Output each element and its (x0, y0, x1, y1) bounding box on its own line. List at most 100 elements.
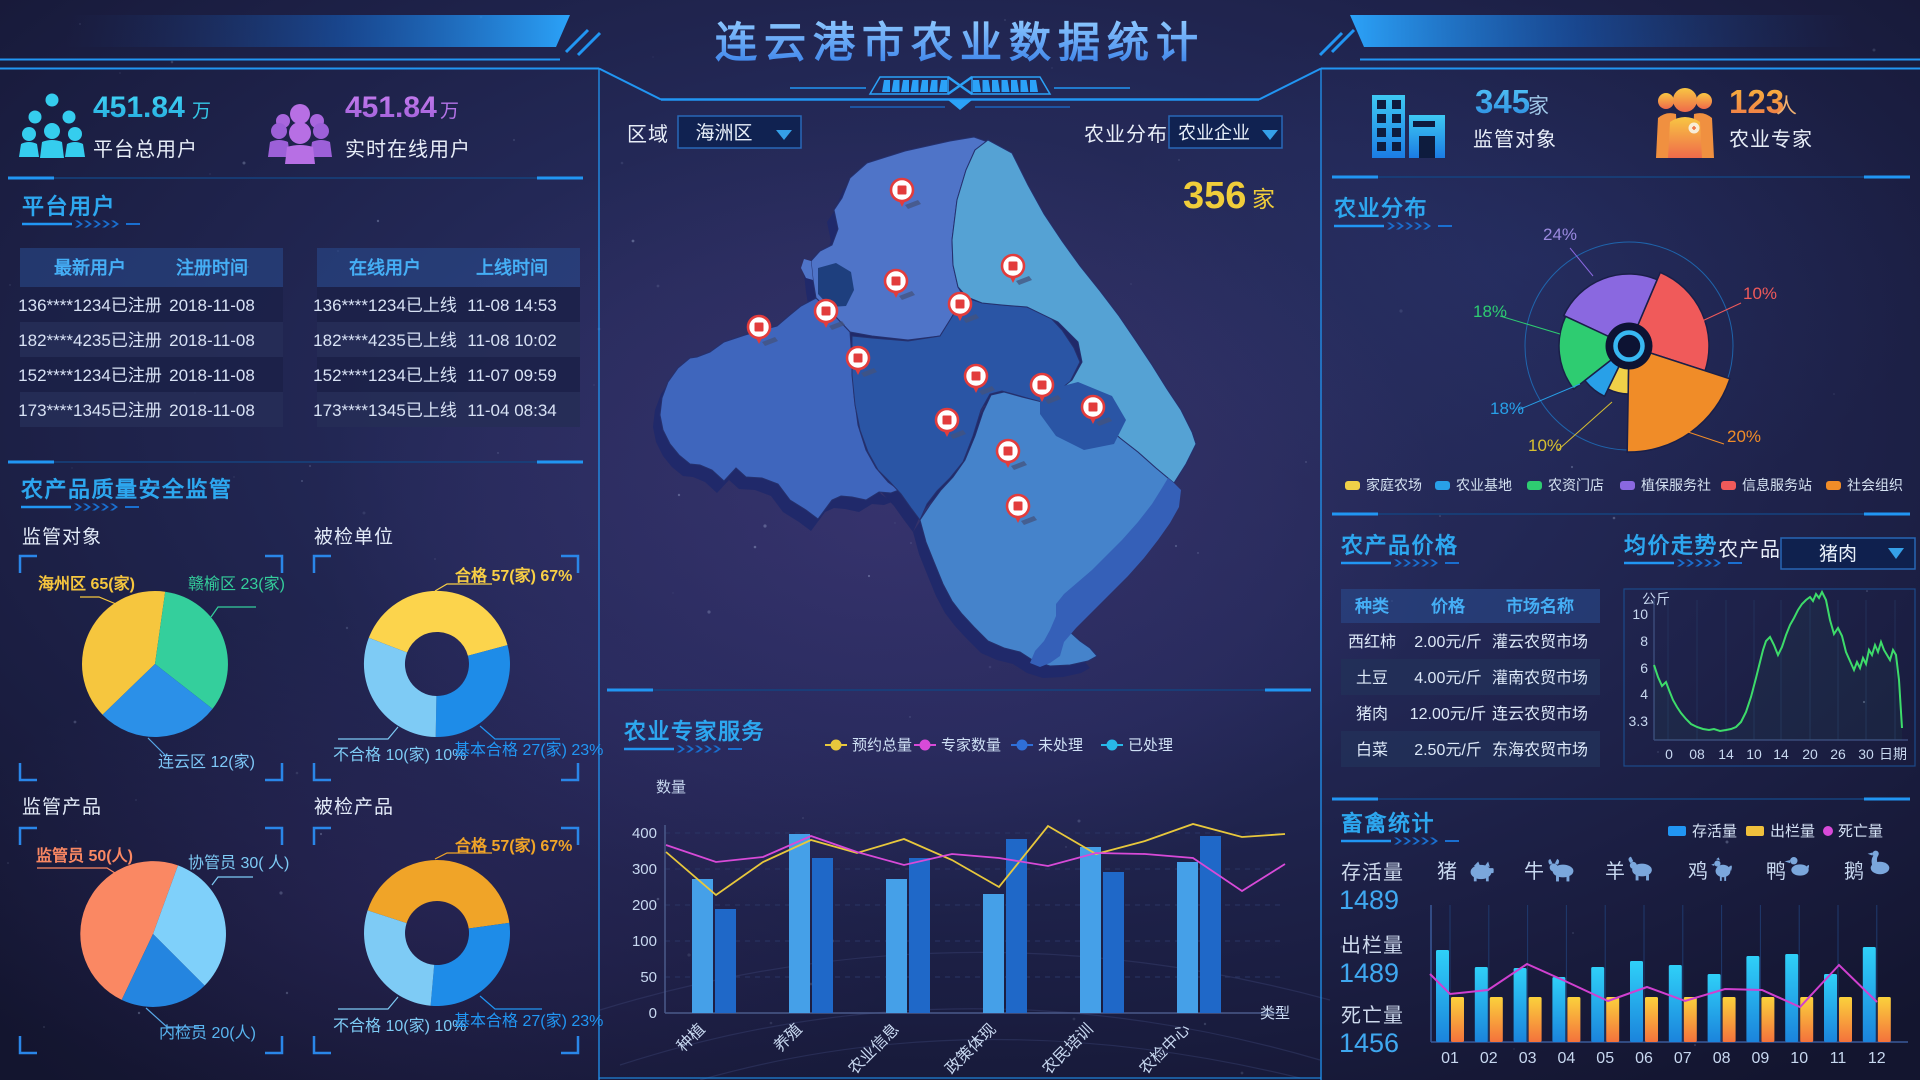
svg-text:鹅: 鹅 (1844, 860, 1864, 883)
svg-text:家庭农场: 家庭农场 (1366, 477, 1422, 493)
svg-text:10: 10 (1632, 606, 1648, 622)
svg-text:136****1234已上线: 136****1234已上线 (313, 296, 457, 315)
svg-text:牛: 牛 (1524, 860, 1544, 883)
svg-text:存活量: 存活量 (1692, 823, 1737, 840)
svg-text:26: 26 (1830, 746, 1846, 762)
svg-text:100: 100 (632, 933, 657, 950)
svg-text:监管员 50(人): 监管员 50(人) (36, 846, 133, 865)
svg-text:未处理: 未处理 (1038, 737, 1083, 754)
svg-text:平台用户: 平台用户 (22, 194, 116, 219)
svg-text:西红柿: 西红柿 (1348, 633, 1396, 651)
svg-text:356: 356 (1183, 175, 1246, 217)
svg-text:01: 01 (1441, 1050, 1459, 1067)
svg-text:451.84: 451.84 (93, 91, 185, 124)
svg-text:不合格 10(家) 10%: 不合格 10(家) 10% (333, 1017, 466, 1035)
svg-text:300: 300 (632, 861, 657, 878)
svg-text:农业专家服务: 农业专家服务 (623, 719, 765, 744)
svg-text:猪肉: 猪肉 (1819, 543, 1857, 565)
svg-text:123: 123 (1729, 83, 1784, 120)
svg-text:协管员 30( 人): 协管员 30( 人) (188, 854, 289, 872)
svg-text:畜禽统计: 畜禽统计 (1341, 811, 1435, 836)
svg-text:10: 10 (1746, 746, 1762, 762)
svg-text:监管对象: 监管对象 (22, 526, 102, 548)
svg-text:14: 14 (1718, 746, 1734, 762)
svg-text:监管对象: 监管对象 (1473, 128, 1557, 151)
svg-text:18%: 18% (1473, 302, 1507, 321)
svg-text:136****1234已注册: 136****1234已注册 (18, 296, 162, 315)
svg-text:12.00元/斤: 12.00元/斤 (1410, 705, 1487, 723)
svg-text:存活量: 存活量 (1341, 861, 1404, 884)
svg-text:家: 家 (1252, 186, 1275, 212)
svg-text:鸭: 鸭 (1766, 860, 1786, 883)
svg-text:8: 8 (1640, 633, 1648, 649)
svg-text:东海农贸市场: 东海农贸市场 (1492, 741, 1588, 759)
svg-text:农产品: 农产品 (1718, 538, 1781, 561)
svg-text:农产品价格: 农产品价格 (1340, 533, 1459, 558)
svg-text:赣榆区 23(家): 赣榆区 23(家) (188, 575, 285, 593)
svg-text:农业企业: 农业企业 (1178, 123, 1250, 143)
svg-text:2.00元/斤: 2.00元/斤 (1414, 633, 1482, 651)
svg-text:注册时间: 注册时间 (176, 257, 248, 278)
svg-text:农业分布: 农业分布 (1084, 123, 1168, 146)
svg-text:200: 200 (632, 897, 657, 914)
svg-text:人: 人 (1776, 95, 1797, 118)
svg-text:平台总用户: 平台总用户 (93, 138, 198, 161)
svg-text:预约总量: 预约总量 (852, 737, 912, 754)
svg-text:6: 6 (1640, 660, 1648, 676)
svg-text:被检产品: 被检产品 (314, 796, 394, 818)
svg-text:11-08 10:02: 11-08 10:02 (467, 331, 556, 350)
svg-text:死亡量: 死亡量 (1341, 1004, 1404, 1027)
svg-text:农业分布: 农业分布 (1333, 196, 1428, 221)
svg-text:被检单位: 被检单位 (314, 526, 394, 548)
svg-text:已处理: 已处理 (1128, 737, 1173, 754)
svg-text:11-04 08:34: 11-04 08:34 (467, 401, 556, 420)
svg-text:信息服务站: 信息服务站 (1742, 477, 1812, 493)
svg-text:182****4235已上线: 182****4235已上线 (313, 331, 457, 350)
svg-text:白菜: 白菜 (1356, 741, 1388, 759)
svg-text:08: 08 (1689, 746, 1705, 762)
svg-text:农业专家: 农业专家 (1729, 128, 1813, 151)
svg-text:海州区 65(家): 海州区 65(家) (38, 574, 135, 593)
svg-text:2018-11-08: 2018-11-08 (169, 331, 255, 350)
svg-text:173****1345已注册: 173****1345已注册 (18, 401, 162, 420)
svg-text:社会组织: 社会组织 (1847, 477, 1903, 493)
svg-text:11-07 09:59: 11-07 09:59 (467, 366, 556, 385)
svg-text:0: 0 (1665, 746, 1673, 762)
svg-text:植保服务社: 植保服务社 (1641, 477, 1711, 493)
svg-text:出栏量: 出栏量 (1770, 823, 1815, 840)
svg-text:18%: 18% (1490, 399, 1524, 418)
svg-text:灌南农贸市场: 灌南农贸市场 (1492, 669, 1588, 687)
svg-text:土豆: 土豆 (1356, 669, 1388, 687)
svg-text:02: 02 (1480, 1050, 1498, 1067)
svg-text:451.84: 451.84 (345, 91, 437, 124)
svg-text:08: 08 (1713, 1050, 1731, 1067)
svg-text:1456: 1456 (1339, 1028, 1399, 1058)
svg-text:数量: 数量 (656, 779, 686, 796)
svg-text:万: 万 (440, 101, 459, 122)
svg-text:152****1234已上线: 152****1234已上线 (313, 366, 457, 385)
svg-text:鸡: 鸡 (1688, 860, 1708, 883)
svg-text:猪肉: 猪肉 (1356, 705, 1388, 723)
svg-text:连云区 12(家): 连云区 12(家) (158, 753, 255, 771)
svg-text:死亡量: 死亡量 (1838, 823, 1883, 840)
svg-text:在线用户: 在线用户 (349, 257, 421, 278)
svg-text:监管产品: 监管产品 (22, 796, 102, 818)
svg-text:06: 06 (1635, 1050, 1653, 1067)
svg-text:20: 20 (1802, 746, 1818, 762)
svg-text:基本合格 27(家) 23%: 基本合格 27(家) 23% (454, 1012, 603, 1030)
svg-text:4: 4 (1640, 686, 1648, 702)
svg-text:4.00元/斤: 4.00元/斤 (1414, 669, 1482, 687)
svg-text:10%: 10% (1743, 284, 1777, 303)
svg-text:11-08 14:53: 11-08 14:53 (467, 296, 556, 315)
svg-text:173****1345已上线: 173****1345已上线 (313, 401, 457, 420)
svg-text:3.3: 3.3 (1629, 713, 1649, 729)
svg-text:万: 万 (192, 101, 211, 122)
svg-text:不合格 10(家) 10%: 不合格 10(家) 10% (333, 746, 466, 764)
svg-text:2.50元/斤: 2.50元/斤 (1414, 741, 1482, 759)
svg-text:最新用户: 最新用户 (54, 257, 126, 278)
svg-text:合格 57(家) 67%: 合格 57(家) 67% (455, 836, 572, 855)
svg-text:50: 50 (640, 969, 657, 986)
svg-text:均价走势: 均价走势 (1624, 533, 1718, 558)
svg-text:05: 05 (1596, 1050, 1614, 1067)
svg-text:农资门店: 农资门店 (1548, 477, 1604, 493)
